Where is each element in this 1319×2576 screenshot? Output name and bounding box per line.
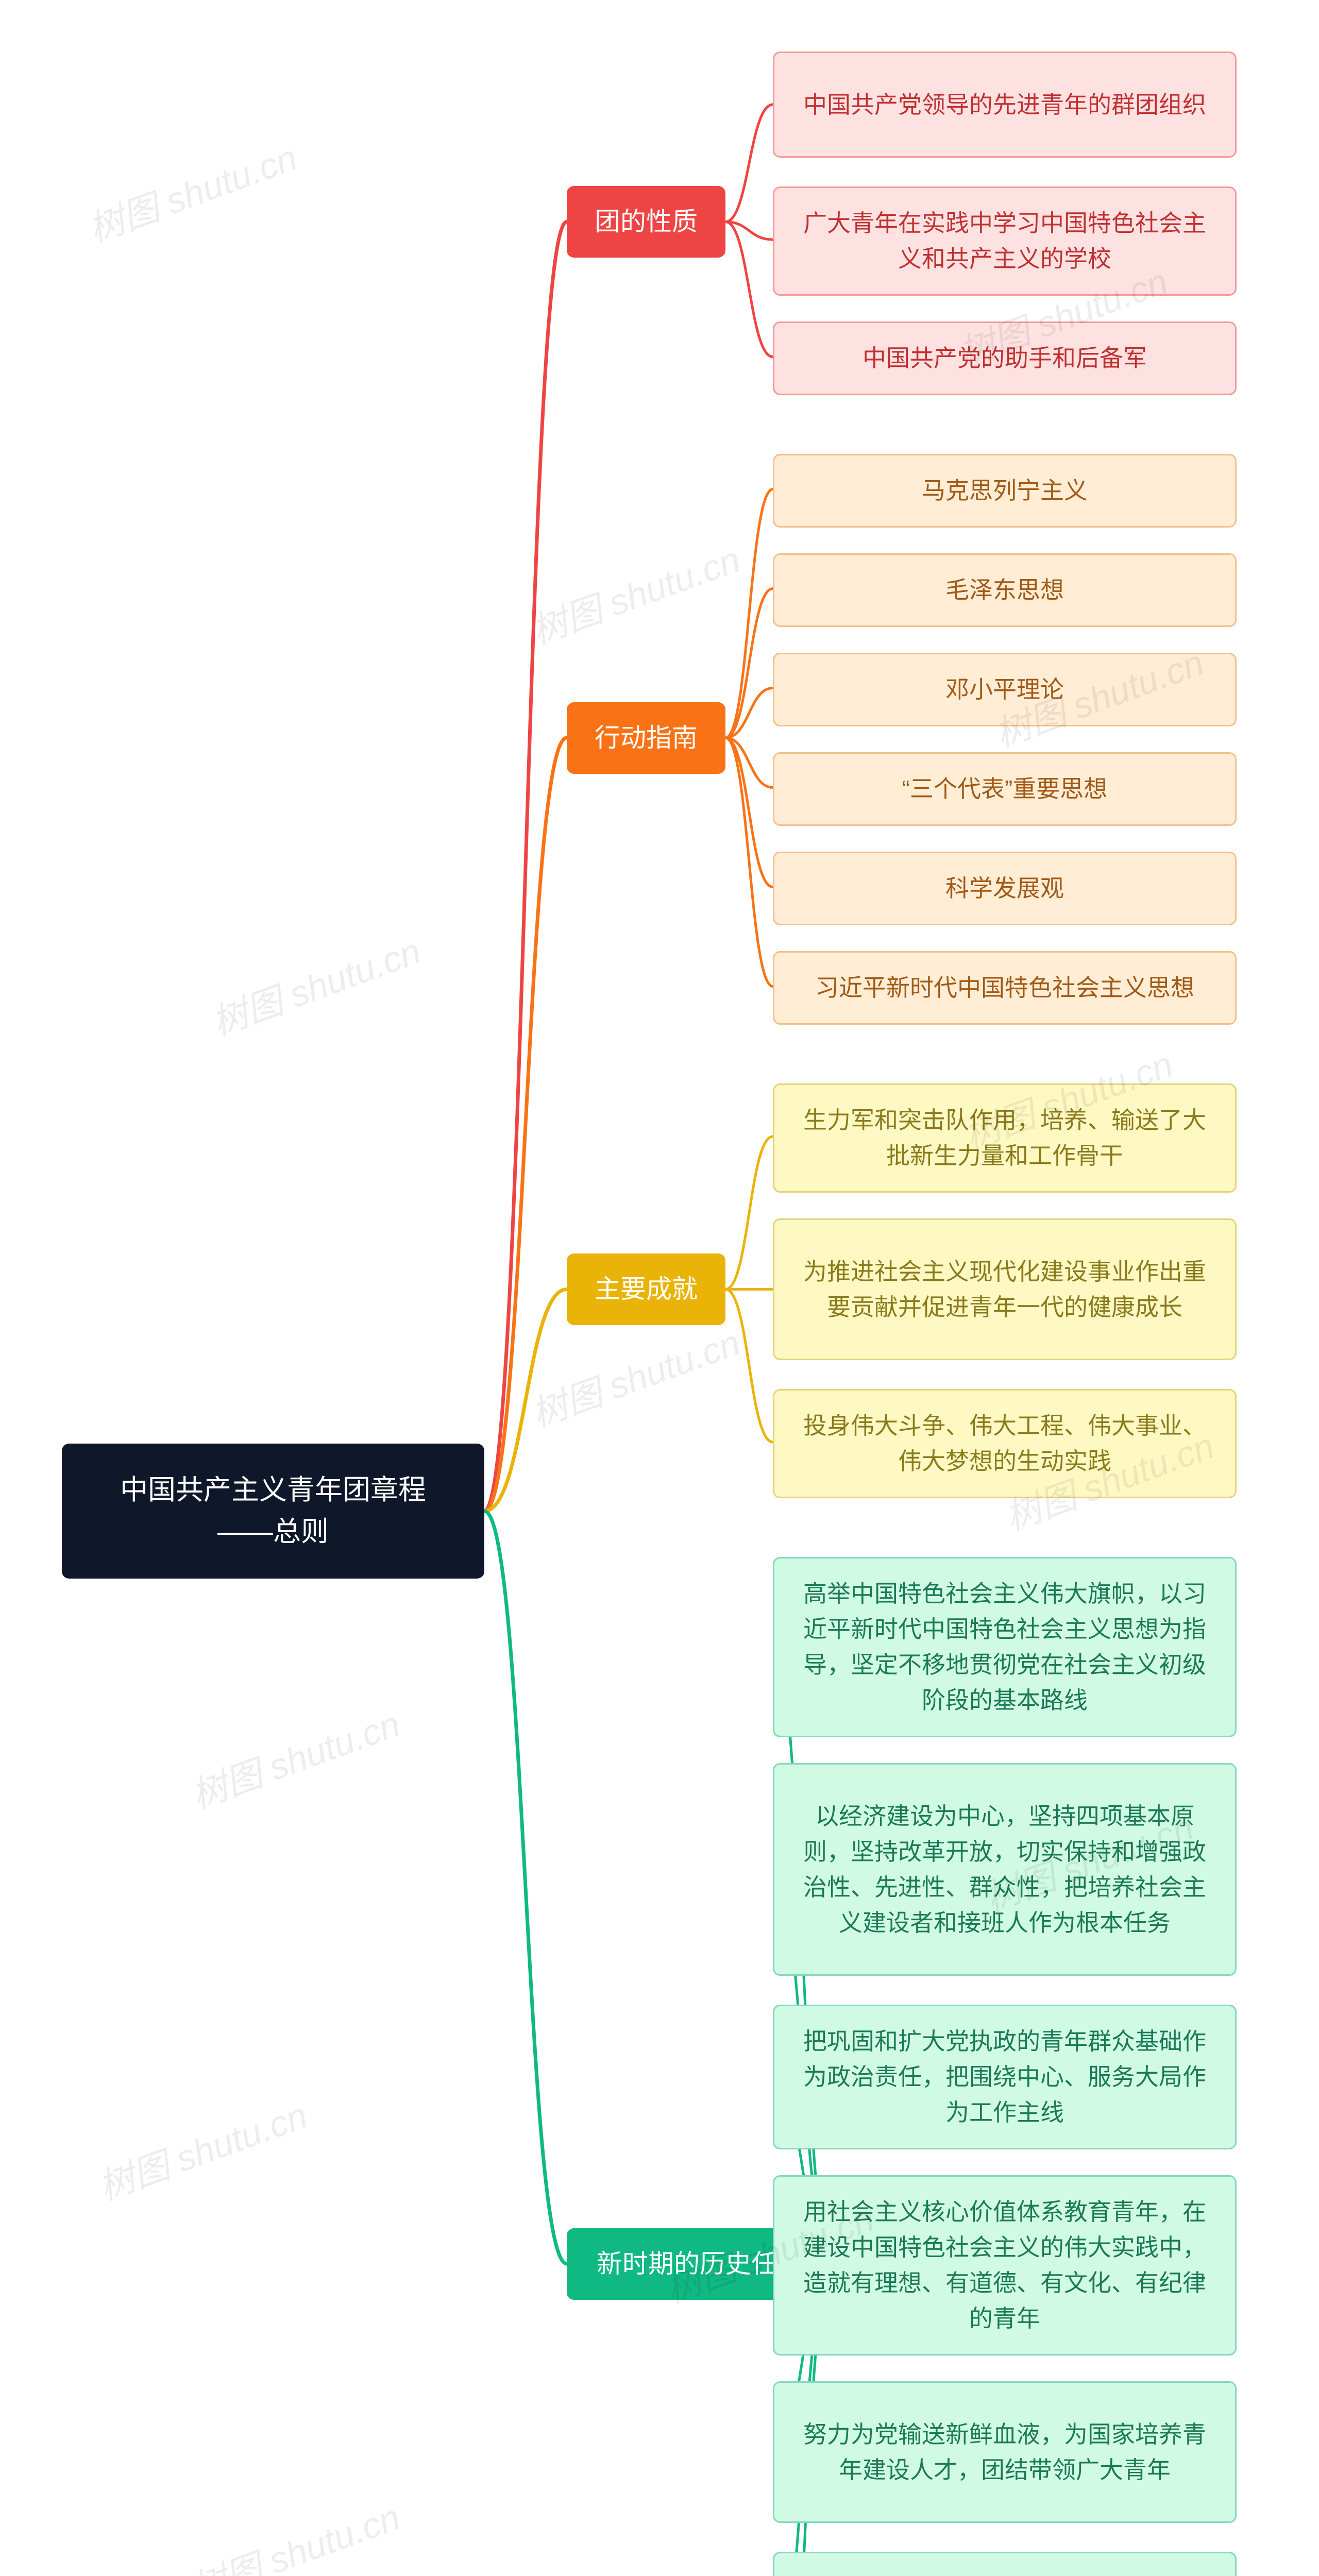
watermark: 树图 shutu.cn — [523, 1314, 747, 1438]
leaf-node: 科学发展观 — [773, 852, 1237, 925]
connector-root-branch — [484, 222, 567, 1512]
leaf-node: 邓小平理论 — [773, 653, 1237, 726]
leaf-node: 高举中国特色社会主义伟大旗帜，以习近平新时代中国特色社会主义思想为指导，坚定不移… — [773, 1557, 1237, 1737]
leaf-node: 习近平新时代中国特色社会主义思想 — [773, 951, 1237, 1025]
watermark: 树图 shutu.cn — [91, 2087, 314, 2211]
branch-node: 团的性质 — [567, 186, 725, 258]
connector-branch-leaf — [725, 589, 773, 738]
branch-node: 行动指南 — [567, 702, 725, 774]
leaf-node: 为推进社会主义现代化建设事业作出重要贡献并促进青年一代的健康成长 — [773, 1218, 1237, 1360]
connector-branch-leaf — [725, 222, 773, 240]
connector-root-branch — [484, 1290, 567, 1512]
connector-branch-leaf — [725, 1290, 773, 1443]
watermark: 树图 shutu.cn — [183, 2489, 407, 2576]
leaf-node: 中国共产党的助手和后备军 — [773, 321, 1237, 395]
leaf-node: 以经济建设为中心，坚持四项基本原则，坚持改革开放，切实保持和增强政治性、先进性、… — [773, 1763, 1237, 1976]
leaf-node: 生力军和突击队作用，培养、输送了大批新生力量和工作骨干 — [773, 1083, 1237, 1193]
watermark: 树图 shutu.cn — [183, 1696, 407, 1819]
leaf-node: 努力为党输送新鲜血液，为国家培养青年建设人才，团结带领广大青年 — [773, 2381, 1237, 2523]
connector-branch-leaf — [725, 688, 773, 738]
connector-root-branch — [484, 738, 567, 1511]
leaf-node: 中国共产党领导的先进青年的群团组织 — [773, 52, 1237, 158]
leaf-node: 用社会主义核心价值体系教育青年，在建设中国特色社会主义的伟大实践中，造就有理想、… — [773, 2175, 1237, 2355]
connector-branch-leaf — [725, 105, 773, 222]
leaf-node: 把巩固和扩大党执政的青年群众基础作为政治责任，把围绕中心、服务大局作为工作主线 — [773, 2005, 1237, 2149]
branch-node: 主要成就 — [567, 1253, 725, 1325]
leaf-node: 马克思列宁主义 — [773, 454, 1237, 528]
connector-branch-leaf — [725, 489, 773, 738]
leaf-node: 投身伟大斗争、伟大工程、伟大事业、伟大梦想的生动实践 — [773, 1389, 1237, 1498]
leaf-node: 自力更生，艰苦创业，积极推动社会主义经济建设、政治建设、文化建设、社会建设、生态… — [773, 2552, 1237, 2576]
leaf-node: “三个代表”重要思想 — [773, 752, 1237, 826]
connector-root-branch — [484, 1511, 567, 2264]
connector-branch-leaf — [725, 1137, 773, 1290]
watermark: 树图 shutu.cn — [204, 923, 427, 1046]
watermark: 树图 shutu.cn — [523, 531, 747, 655]
leaf-node: 毛泽东思想 — [773, 553, 1237, 627]
watermark: 树图 shutu.cn — [80, 129, 303, 253]
connector-branch-leaf — [725, 738, 773, 788]
connector-branch-leaf — [725, 738, 773, 987]
connector-branch-leaf — [725, 738, 773, 887]
root-node: 中国共产主义青年团章程——总则 — [62, 1444, 484, 1579]
leaf-node: 广大青年在实践中学习中国特色社会主义和共产主义的学校 — [773, 187, 1237, 296]
connector-branch-leaf — [725, 222, 773, 357]
